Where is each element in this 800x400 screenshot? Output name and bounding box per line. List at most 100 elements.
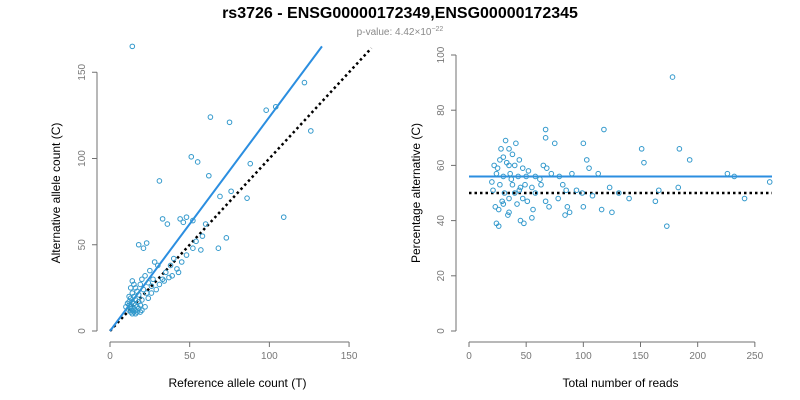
left-data-point: [193, 238, 199, 245]
right-y-tick-label: 100: [436, 46, 447, 63]
right-data-point: [626, 195, 632, 202]
left-data-point: [139, 297, 145, 303]
left-data-point: [194, 159, 201, 165]
right-data-point: [540, 162, 547, 169]
left-data-point: [140, 245, 147, 251]
left-data-point: [190, 217, 196, 224]
right-data-point: [532, 190, 539, 196]
right-data-point: [573, 187, 580, 194]
right-data-point: [506, 209, 512, 216]
left-x-tick-label: 150: [341, 351, 358, 362]
right-data-point: [529, 184, 535, 191]
right-y-axis-label: Percentage alternative (C): [409, 123, 423, 263]
right-data-point: [494, 165, 501, 171]
left-data-point: [183, 214, 190, 220]
right-data-point: [498, 146, 504, 152]
left-x-tick-label: 0: [107, 351, 113, 362]
right-data-point: [656, 187, 662, 194]
left-y-tick-label: 0: [77, 328, 88, 334]
right-data-point: [580, 140, 587, 147]
right-data-point: [566, 209, 573, 216]
left-data-point: [207, 114, 214, 120]
left-data-point: [123, 304, 129, 310]
right-x-axis-label: Total number of reads: [562, 376, 678, 390]
left-data-point: [202, 221, 209, 227]
right-data-point: [497, 181, 503, 188]
left-data-point: [178, 259, 185, 265]
right-data-point: [564, 204, 571, 210]
right-data-point: [669, 74, 676, 80]
left-data-point: [140, 286, 147, 293]
right-data-point: [513, 140, 519, 147]
right-data-point: [525, 168, 532, 174]
left-data-point: [244, 195, 250, 201]
right-data-point: [519, 195, 526, 202]
left-data-point: [142, 304, 148, 310]
p-value-label: p-value: 4.42×10−22: [357, 26, 444, 38]
right-data-point: [500, 201, 507, 207]
right-data-point: [490, 187, 496, 194]
left-data-point: [190, 245, 196, 251]
right-data-point: [537, 176, 543, 182]
left-data-point: [155, 262, 161, 269]
left-data-point: [226, 119, 233, 126]
right-data-point: [519, 165, 526, 171]
left-data-point: [129, 43, 136, 50]
chart-title: rs3726 - ENSG00000172349,ENSG00000172345: [222, 5, 578, 22]
right-data-point: [508, 176, 515, 182]
left-data-point: [127, 285, 134, 291]
right-y-tick-label: 80: [436, 104, 447, 116]
left-data-point: [153, 286, 160, 293]
right-data-point: [509, 181, 516, 188]
right-data-point: [609, 209, 615, 216]
right-data-point: [724, 170, 731, 177]
left-data-point: [169, 273, 175, 279]
left-data-point: [180, 219, 187, 226]
left-y-tick-label: 150: [77, 63, 88, 80]
right-data-point: [606, 184, 613, 191]
left-data-point: [167, 262, 174, 269]
right-x-tick-label: 0: [466, 351, 472, 362]
right-data-point: [586, 165, 592, 171]
right-data-point: [583, 157, 590, 163]
left-data-point: [145, 295, 152, 302]
left-data-point: [164, 221, 171, 227]
right-data-point: [579, 190, 585, 196]
left-data-point: [215, 245, 222, 251]
right-data-point: [615, 190, 622, 196]
right-panel-scatter-plot: 0 50 100 150 200 250 0 20 40 60 80 100 Total number …: [409, 46, 773, 390]
right-x-tick-label: 150: [632, 351, 649, 362]
left-data-point: [156, 178, 163, 184]
left-data-point: [177, 216, 183, 222]
left-data-point: [301, 79, 308, 86]
right-data-point: [499, 198, 505, 205]
right-data-point: [542, 126, 549, 133]
right-data-point: [562, 212, 568, 218]
left-data-point: [129, 278, 136, 284]
left-data-point: [228, 188, 234, 195]
left-data-point: [129, 310, 136, 317]
left-data-point: [217, 193, 223, 200]
right-data-point: [598, 206, 605, 213]
right-data-point: [543, 165, 550, 171]
right-data-point: [589, 192, 596, 199]
right-data-point: [495, 223, 502, 229]
right-x-tick-label: 50: [521, 351, 533, 362]
right-y-tick-label: 20: [436, 270, 447, 282]
right-data-point: [511, 162, 518, 169]
right-data-point: [595, 170, 602, 177]
right-data-point: [505, 212, 511, 218]
left-data-point: [135, 241, 142, 248]
right-data-point: [521, 220, 527, 227]
left-y-axis-label: Alternative allele count (C): [49, 123, 63, 264]
right-data-point: [517, 217, 524, 224]
left-data-point: [159, 216, 166, 222]
left-data-point: [132, 310, 139, 317]
right-data-point: [522, 181, 528, 188]
right-data-point: [563, 187, 569, 194]
left-data-point: [170, 255, 177, 262]
left-data-point: [137, 309, 144, 315]
left-panel-scatter-plot: 0 50 100 150 0 50 100 150 Reference allele count…: [49, 43, 373, 390]
right-x-tick-label: 200: [689, 351, 706, 362]
